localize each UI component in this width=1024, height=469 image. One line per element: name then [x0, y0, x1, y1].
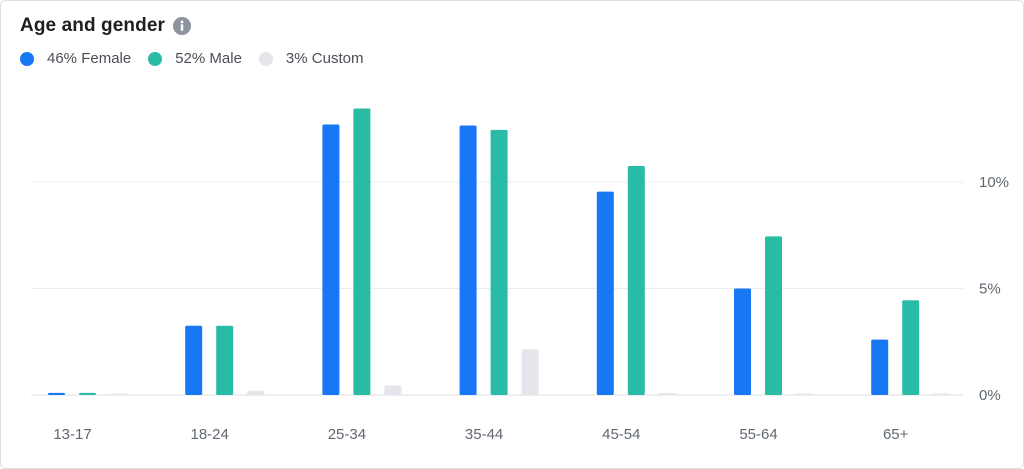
bar-male-65+[interactable] [902, 300, 920, 395]
bar-male-25-34[interactable] [353, 108, 371, 395]
bar-custom-45-54[interactable] [658, 392, 676, 395]
y-tick-label: 5% [979, 281, 1001, 298]
bar-male-45-54[interactable] [627, 166, 645, 395]
bar-male-35-44[interactable] [490, 129, 508, 395]
bar-custom-35-44[interactable] [521, 349, 539, 395]
card-header: Age and gender [20, 15, 191, 37]
x-tick-label: 65+ [883, 426, 909, 443]
chart-legend: 46% Female 52% Male 3% Custom [20, 50, 363, 67]
bar-female-45-54[interactable] [596, 191, 614, 395]
legend-label-male: 52% Male [175, 50, 242, 67]
bar-female-25-34[interactable] [322, 124, 340, 396]
y-tick-label: 10% [979, 174, 1009, 191]
x-tick-label: 35-44 [465, 426, 503, 443]
x-tick-label: 55-64 [739, 426, 777, 443]
legend-item-female[interactable]: 46% Female [20, 50, 131, 67]
bar-custom-25-34[interactable] [384, 385, 402, 395]
chart-title: Age and gender [20, 15, 165, 36]
bar-male-55-64[interactable] [765, 236, 782, 395]
info-icon[interactable] [172, 17, 191, 35]
bar-female-35-44[interactable] [459, 125, 477, 396]
legend-label-female: 46% Female [47, 50, 132, 67]
legend-dot-male [148, 51, 163, 66]
bar-female-55-64[interactable] [734, 288, 751, 396]
legend-dot-female [20, 51, 34, 66]
bar-female-13-17[interactable] [48, 392, 65, 395]
bar-female-65+[interactable] [871, 339, 889, 395]
legend-label-custom: 3% Custom [285, 50, 364, 67]
y-tick-label: 0% [979, 387, 1001, 404]
x-tick-label: 45-54 [602, 426, 640, 443]
bar-custom-18-24[interactable] [247, 390, 265, 395]
bar-custom-55-64[interactable] [796, 393, 813, 396]
x-tick-label: 18-24 [191, 426, 229, 443]
x-tick-label: 25-34 [328, 426, 366, 443]
bar-male-13-17[interactable] [79, 392, 96, 395]
legend-item-male[interactable]: 52% Male [148, 50, 242, 67]
bar-custom-65+[interactable] [933, 393, 951, 396]
bar-male-18-24[interactable] [216, 325, 234, 395]
x-tick-label: 13-17 [53, 426, 91, 443]
legend-item-custom[interactable]: 3% Custom [258, 50, 364, 67]
legend-dot-custom [258, 51, 273, 66]
bar-custom-13-17[interactable] [110, 393, 127, 396]
bar-female-18-24[interactable] [185, 325, 203, 395]
